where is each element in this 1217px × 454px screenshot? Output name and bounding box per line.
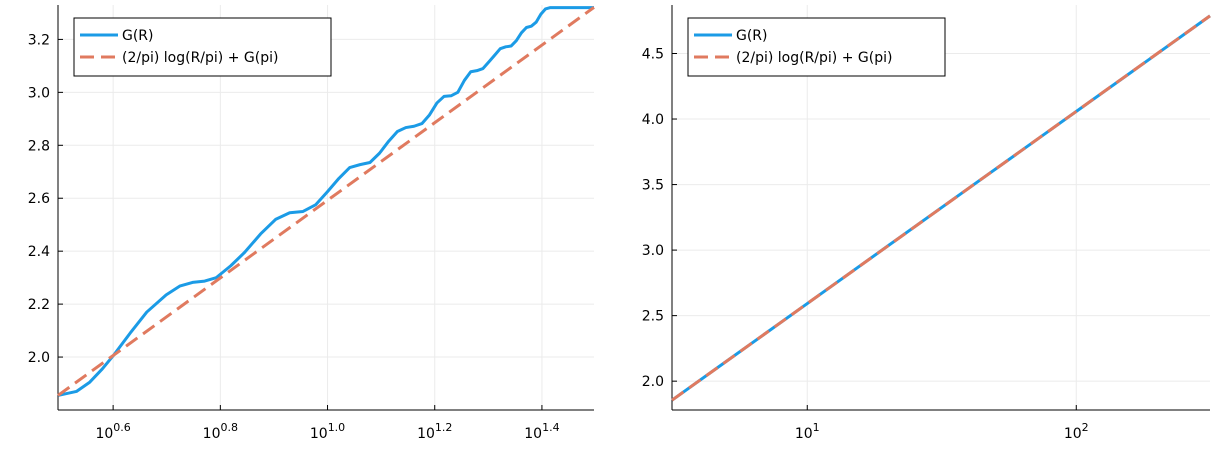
x-tick-label: 101.0 (310, 421, 345, 442)
legend-label: G(R) (736, 28, 768, 44)
x-tick-label: 101.4 (524, 421, 559, 442)
y-tick-label: 3.2 (28, 32, 50, 48)
legend: G(R) (2/pi) log(R/pi) + G(pi) (687, 17, 946, 77)
legend-box (687, 17, 946, 77)
y-tick-label: 3.5 (642, 178, 664, 194)
legend-label: G(R) (122, 28, 154, 44)
y-tick-label: 4.0 (642, 112, 664, 128)
series-line-g-r (57, 6, 594, 397)
legend-label: (2/pi) log(R/pi) + G(pi) (736, 50, 892, 66)
y-tick-label: 2.4 (28, 244, 50, 260)
y-tick-label: 2.0 (642, 374, 664, 390)
chart-panel-2: 2.0 2.5 3.0 3.5 4.0 4.5 101 102 G(R) (2/pi) log(R… (642, 5, 1211, 442)
series-line-asymptote (671, 14, 1211, 402)
y-tick-label: 2.0 (28, 350, 50, 366)
series-line-asymptote (57, 6, 595, 397)
y-tick-label: 4.5 (642, 46, 664, 62)
x-tick-label: 101 (795, 421, 820, 442)
legend-label: (2/pi) log(R/pi) + G(pi) (122, 50, 278, 66)
y-tick-label: 2.5 (642, 309, 664, 325)
x-tick-label: 100.8 (203, 421, 238, 442)
legend-box (73, 17, 332, 77)
y-tick-label: 3.0 (28, 85, 50, 101)
legend: G(R) (2/pi) log(R/pi) + G(pi) (73, 17, 332, 77)
x-tick-label: 100.6 (95, 421, 130, 442)
x-tick-label: 101.2 (417, 421, 452, 442)
y-tick-label: 2.2 (28, 297, 50, 313)
x-tick-label: 102 (1064, 421, 1089, 442)
y-tick-label: 2.6 (28, 191, 50, 207)
y-tick-label: 3.0 (642, 243, 664, 259)
y-tick-label: 2.8 (28, 138, 50, 154)
chart-panel-1: 2.0 2.2 2.4 2.6 2.8 3.0 3.2 100.6 100.8 101.0 101.… (28, 5, 595, 442)
